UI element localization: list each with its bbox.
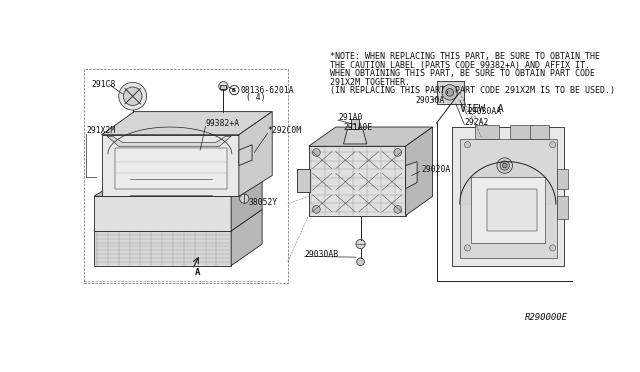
Text: 29030AA: 29030AA bbox=[467, 107, 502, 116]
Polygon shape bbox=[510, 125, 533, 139]
Text: 291X2M: 291X2M bbox=[86, 126, 115, 135]
Polygon shape bbox=[529, 125, 549, 139]
Text: 99382+A: 99382+A bbox=[205, 119, 239, 128]
Text: 291X2M TOGETHER.: 291X2M TOGETHER. bbox=[330, 78, 410, 87]
Polygon shape bbox=[131, 179, 212, 195]
Text: VIEW  A: VIEW A bbox=[460, 104, 504, 114]
Text: (IN REPLACING THIS PART, PART CODE 291X2M IS TO BE USED.): (IN REPLACING THIS PART, PART CODE 291X2… bbox=[330, 86, 614, 95]
Circle shape bbox=[502, 163, 507, 168]
Text: 291A0E: 291A0E bbox=[344, 122, 372, 132]
Polygon shape bbox=[557, 169, 568, 189]
Circle shape bbox=[497, 158, 513, 173]
Text: WHEN OBTAINING THIS PART, BE SURE TO OBTAIN PART CODE: WHEN OBTAINING THIS PART, BE SURE TO OBT… bbox=[330, 69, 595, 78]
Polygon shape bbox=[351, 119, 359, 129]
Circle shape bbox=[312, 148, 320, 156]
Circle shape bbox=[163, 227, 168, 232]
Polygon shape bbox=[297, 169, 310, 192]
Polygon shape bbox=[460, 139, 557, 258]
Polygon shape bbox=[487, 189, 537, 231]
Text: 29030A: 29030A bbox=[415, 96, 445, 105]
Text: B: B bbox=[232, 87, 236, 93]
Polygon shape bbox=[102, 112, 272, 135]
Polygon shape bbox=[94, 177, 262, 196]
Circle shape bbox=[194, 227, 198, 232]
Polygon shape bbox=[557, 196, 568, 219]
Circle shape bbox=[446, 89, 454, 96]
Circle shape bbox=[550, 142, 556, 148]
Circle shape bbox=[116, 227, 121, 232]
Polygon shape bbox=[406, 162, 417, 189]
Circle shape bbox=[442, 85, 458, 100]
Circle shape bbox=[465, 245, 470, 251]
Polygon shape bbox=[436, 81, 463, 104]
Text: *292C0M: *292C0M bbox=[268, 126, 301, 135]
Text: *NOTE: WHEN REPLACING THIS PART, BE SURE TO OBTAIN THE: *NOTE: WHEN REPLACING THIS PART, BE SURE… bbox=[330, 52, 600, 61]
Circle shape bbox=[179, 227, 183, 232]
Polygon shape bbox=[239, 145, 252, 166]
Polygon shape bbox=[344, 129, 367, 144]
Circle shape bbox=[356, 258, 364, 266]
Text: 291C8: 291C8 bbox=[92, 80, 116, 89]
Circle shape bbox=[230, 86, 239, 95]
Text: 29020A: 29020A bbox=[421, 165, 451, 174]
Circle shape bbox=[221, 227, 226, 232]
Text: 08136-6201A: 08136-6201A bbox=[241, 86, 294, 95]
Circle shape bbox=[209, 227, 214, 232]
Circle shape bbox=[394, 148, 402, 156]
Polygon shape bbox=[239, 112, 272, 196]
Text: A: A bbox=[195, 268, 200, 277]
Polygon shape bbox=[115, 148, 227, 189]
Circle shape bbox=[147, 227, 152, 232]
Circle shape bbox=[101, 227, 106, 232]
Polygon shape bbox=[476, 125, 499, 139]
Circle shape bbox=[239, 194, 249, 203]
Circle shape bbox=[124, 87, 142, 106]
Polygon shape bbox=[308, 146, 406, 216]
Circle shape bbox=[132, 227, 136, 232]
Text: R290000E: R290000E bbox=[525, 313, 568, 322]
Polygon shape bbox=[472, 177, 545, 243]
Text: 38052Y: 38052Y bbox=[249, 198, 278, 207]
Polygon shape bbox=[102, 135, 239, 196]
Circle shape bbox=[312, 206, 320, 213]
Circle shape bbox=[500, 161, 509, 170]
Polygon shape bbox=[231, 209, 262, 266]
Polygon shape bbox=[231, 177, 262, 231]
Polygon shape bbox=[107, 136, 231, 146]
Circle shape bbox=[119, 82, 147, 110]
Circle shape bbox=[550, 245, 556, 251]
Polygon shape bbox=[452, 127, 564, 266]
Text: 29030AB: 29030AB bbox=[305, 250, 339, 259]
Polygon shape bbox=[220, 85, 227, 89]
Polygon shape bbox=[406, 127, 433, 216]
Circle shape bbox=[465, 142, 470, 148]
Circle shape bbox=[394, 206, 402, 213]
Circle shape bbox=[356, 240, 365, 249]
Polygon shape bbox=[94, 231, 231, 266]
Polygon shape bbox=[308, 127, 433, 146]
Polygon shape bbox=[94, 209, 262, 231]
Circle shape bbox=[219, 81, 228, 91]
Text: ( 4): ( 4) bbox=[246, 93, 266, 102]
Text: 292A2: 292A2 bbox=[465, 118, 489, 127]
Text: 291A0: 291A0 bbox=[338, 112, 362, 122]
Polygon shape bbox=[94, 196, 231, 231]
Text: THE CAUTION LABEL (PARTS CODE 99382+A) AND AFFIX IT.: THE CAUTION LABEL (PARTS CODE 99382+A) A… bbox=[330, 61, 589, 70]
